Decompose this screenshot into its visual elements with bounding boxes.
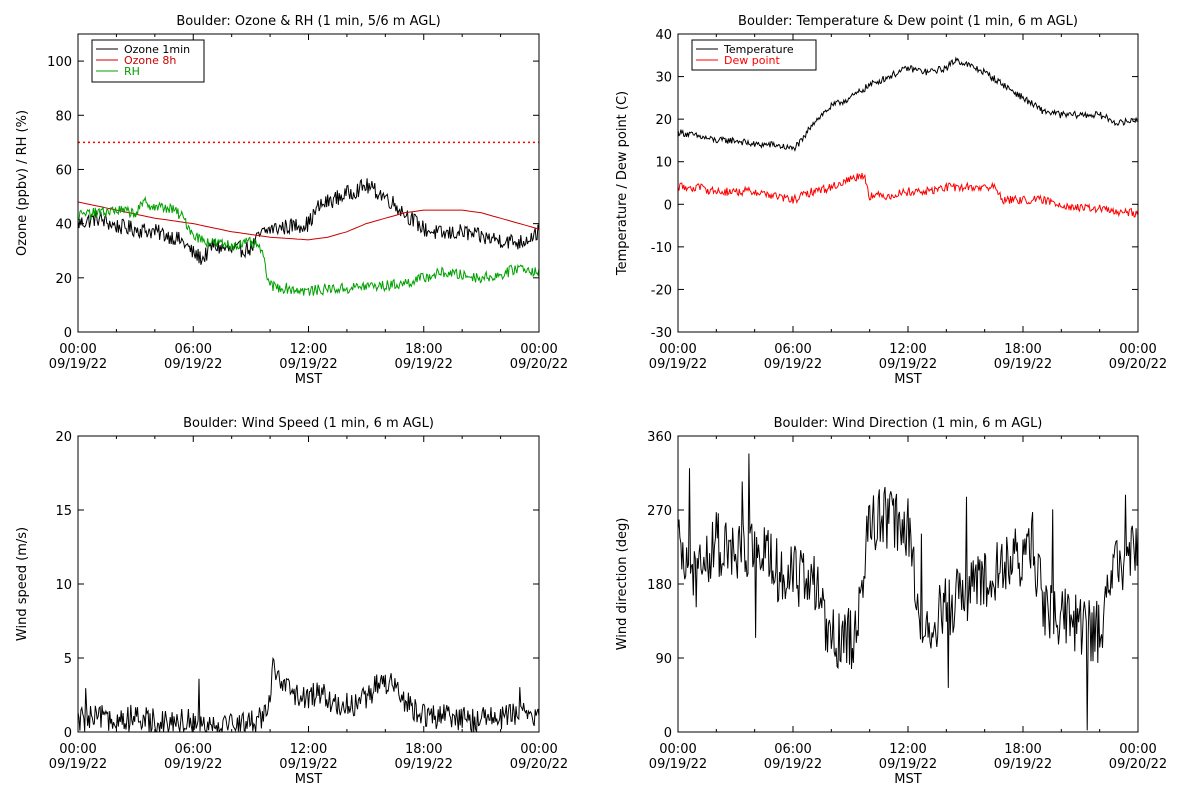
y-tick-label: 270 (647, 504, 672, 519)
x-tick-label-time: 06:00 (175, 342, 212, 357)
x-tick-label-time: 00:00 (59, 342, 96, 357)
x-tick-label-date: 09/20/22 (510, 357, 568, 372)
y-tick-label: 180 (647, 578, 672, 593)
x-tick-label-date: 09/19/22 (649, 357, 707, 372)
chart-title: Boulder: Ozone & RH (1 min, 5/6 m AGL) (176, 14, 440, 29)
y-tick-label: 30 (655, 71, 672, 86)
plot-frame (677, 435, 1139, 733)
series-line-ozone-1min (78, 178, 539, 265)
x-tick-label-time: 06:00 (175, 742, 212, 757)
x-tick-label-time: 00:00 (1119, 742, 1156, 757)
y-tick-label: 15 (55, 504, 72, 519)
legend-label: Ozone 8h (124, 54, 176, 67)
x-tick-label-time: 12:00 (889, 742, 926, 757)
chart-title: Boulder: Wind Speed (1 min, 6 m AGL) (183, 416, 434, 431)
y-axis-label: Wind speed (m/s) (15, 527, 30, 641)
y-tick-label: 5 (64, 652, 72, 667)
y-axis-label: Wind direction (deg) (615, 518, 630, 651)
x-tick-label-time: 00:00 (659, 742, 696, 757)
series-line-data (678, 453, 1138, 731)
series-line-ozone-8h (78, 201, 539, 241)
x-tick-label-date: 09/19/22 (879, 357, 937, 372)
y-tick-label: -20 (651, 283, 672, 298)
x-tick-label-time: 12:00 (290, 742, 327, 757)
y-tick-label: -10 (651, 241, 672, 256)
y-tick-label: 10 (55, 578, 72, 593)
x-tick-label-date: 09/19/22 (395, 757, 453, 772)
y-tick-label: 0 (664, 726, 672, 741)
x-tick-label-time: 06:00 (774, 342, 811, 357)
y-axis-label: Ozone (ppbv) / RH (%) (15, 110, 30, 256)
y-tick-label: 20 (55, 272, 72, 287)
x-tick-label-date: 09/20/22 (1109, 357, 1167, 372)
legend-box (691, 39, 817, 71)
x-tick-label-time: 00:00 (659, 342, 696, 357)
y-tick-label: 10 (655, 156, 672, 171)
series-line-data (78, 656, 539, 732)
x-axis-label: MST (295, 372, 322, 387)
chart-title: Boulder: Temperature & Dew point (1 min,… (738, 14, 1078, 29)
legend-label: Ozone 1min (124, 43, 190, 56)
series-line-dew-point (678, 172, 1138, 218)
legend-label: Dew point (724, 54, 780, 67)
y-tick-label: 0 (64, 726, 72, 741)
x-tick-label-time: 00:00 (520, 742, 557, 757)
y-tick-label: 40 (55, 218, 72, 233)
x-tick-label-date: 09/19/22 (164, 757, 222, 772)
plot-frame (77, 435, 540, 733)
legend-label: RH (124, 65, 140, 78)
x-axis-label: MST (295, 772, 322, 787)
x-tick-label-date: 09/19/22 (395, 357, 453, 372)
x-axis-label: MST (894, 772, 921, 787)
y-axis-label: Temperature / Dew point (C) (615, 91, 630, 276)
y-tick-label: 360 (647, 430, 672, 445)
plot-frame (77, 33, 540, 333)
x-tick-label-date: 09/19/22 (279, 757, 337, 772)
y-tick-label: 0 (64, 326, 72, 341)
x-tick-label-time: 00:00 (1119, 342, 1156, 357)
y-tick-label: 40 (655, 28, 672, 43)
x-tick-label-time: 00:00 (520, 342, 557, 357)
x-tick-label-time: 06:00 (774, 742, 811, 757)
y-tick-label: 20 (655, 113, 672, 128)
x-tick-label-time: 12:00 (889, 342, 926, 357)
y-tick-label: 90 (655, 652, 672, 667)
ozone-rh-chart: Boulder: Ozone & RH (1 min, 5/6 m AGL) 0 2… (15, 14, 568, 387)
x-tick-label-date: 09/19/22 (49, 357, 107, 372)
x-tick-label-date: 09/19/22 (164, 357, 222, 372)
x-tick-label-time: 12:00 (290, 342, 327, 357)
series-line-rh (78, 195, 539, 296)
legend-box (91, 39, 205, 83)
x-tick-label-date: 09/19/22 (279, 357, 337, 372)
x-tick-label-date: 09/19/22 (49, 757, 107, 772)
x-tick-label-date: 09/19/22 (764, 757, 822, 772)
wind-speed-chart: Boulder: Wind Speed (1 min, 6 m AGL) 0 5 10… (15, 416, 568, 787)
y-tick-label: 0 (664, 198, 672, 213)
x-tick-label-time: 18:00 (1004, 742, 1041, 757)
x-tick-label-date: 09/19/22 (994, 357, 1052, 372)
x-tick-label-date: 09/20/22 (1109, 757, 1167, 772)
wind-direction-chart: Boulder: Wind Direction (1 min, 6 m AGL)… (615, 416, 1167, 787)
x-tick-label-time: 18:00 (1004, 342, 1041, 357)
x-tick-label-time: 18:00 (405, 742, 442, 757)
y-tick-label: 60 (55, 163, 72, 178)
x-tick-label-date: 09/19/22 (994, 757, 1052, 772)
x-axis-label: MST (894, 372, 921, 387)
x-tick-label-time: 18:00 (405, 342, 442, 357)
series-line-temperature (678, 56, 1138, 152)
x-tick-label-date: 09/19/22 (649, 757, 707, 772)
x-tick-label-date: 09/19/22 (764, 357, 822, 372)
y-tick-label: 20 (55, 430, 72, 445)
plot-frame (677, 33, 1139, 333)
x-tick-label-date: 09/20/22 (510, 757, 568, 772)
x-tick-label-time: 00:00 (59, 742, 96, 757)
y-tick-label: -30 (651, 326, 672, 341)
temperature-dewpoint-chart: Boulder: Temperature & Dew point (1 min,… (615, 14, 1167, 387)
x-tick-label-date: 09/19/22 (879, 757, 937, 772)
legend-label: Temperature (723, 43, 794, 56)
chart-title: Boulder: Wind Direction (1 min, 6 m AGL) (774, 416, 1043, 431)
y-tick-label: 100 (47, 55, 72, 70)
y-tick-label: 80 (55, 109, 72, 124)
